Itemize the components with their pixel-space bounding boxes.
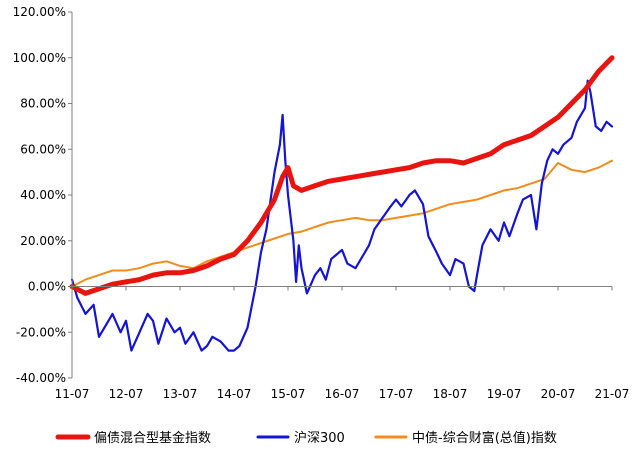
legend-item-bond-wealth-index: 中债-综合财富(总值)指数 [374,430,557,446]
y-tick-label: 100.00% [13,51,66,65]
y-tick-label: 60.00% [20,142,66,156]
y-tick-label: 80.00% [20,97,66,111]
series-line-bond-wealth-index [71,159,613,288]
plot-area [69,55,615,352]
x-tick-label: 15-07 [271,387,306,401]
axes: -40.00% -20.00% 0.00% 20.00% 40.00% 60.00% 80.… [13,5,630,401]
y-tick-label: 20.00% [20,234,66,248]
y-tick-label: 40.00% [20,188,66,202]
legend-label: 中债-综合财富(总值)指数 [412,430,557,446]
x-tick-label: 17-07 [379,387,414,401]
series-line-csi300 [70,79,614,352]
legend: 偏债混合型基金指数 沪深300 中债-综合财富(总值)指数 [55,430,557,446]
legend-label: 沪深300 [294,430,345,446]
x-tick-label: 11-07 [55,387,90,401]
legend-label: 偏债混合型基金指数 [94,430,211,446]
x-tick-label: 18-07 [433,387,468,401]
y-tick-label: -40.00% [16,371,66,385]
x-tick-label: 12-07 [109,387,144,401]
y-tick-label: 0.00% [28,280,66,294]
y-tick-label: 120.00% [13,5,66,19]
x-tick-label: 20-07 [541,387,576,401]
x-tick-label: 13-07 [163,387,198,401]
series-line-bond-fund-index [69,55,615,296]
legend-item-bond-fund-index: 偏债混合型基金指数 [55,430,211,446]
x-tick-label: 19-07 [487,387,522,401]
x-tick-label: 16-07 [325,387,360,401]
x-tick-label: 14-07 [217,387,252,401]
y-tick-label: -20.00% [16,325,66,339]
legend-item-csi300: 沪深300 [256,430,345,446]
x-tick-label: 21-07 [595,387,630,401]
